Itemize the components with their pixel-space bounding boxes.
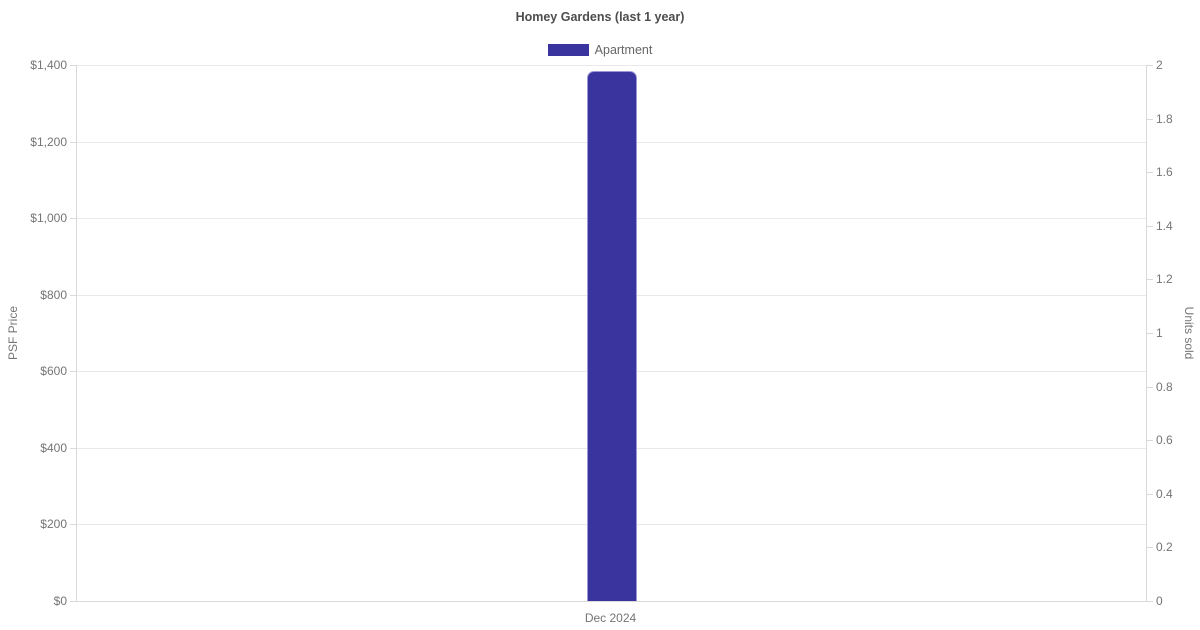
y-axis-right-tick <box>1147 333 1153 334</box>
y-axis-left-tick-label: $400 <box>40 440 67 455</box>
y-axis-right-tick <box>1147 118 1153 120</box>
y-axis-left-tick <box>70 65 76 66</box>
y-axis-right-tick-label: 0 <box>1156 594 1163 608</box>
y-axis-left-tick-label: $1,400 <box>30 58 67 72</box>
y-axis-right-tick-label: 1.4 <box>1156 218 1173 233</box>
y-axis-left-tick <box>70 218 76 220</box>
y-axis-right-tick <box>1147 547 1153 549</box>
y-axis-right-tick <box>1147 440 1153 442</box>
y-axis-right-tick <box>1147 65 1153 66</box>
y-axis-right-tick-label: 1.8 <box>1156 111 1173 126</box>
y-axis-title-left: PSF Price <box>6 305 20 361</box>
bar-apartment-dec-2024 <box>586 70 637 601</box>
y-axis-left-tick-label: $800 <box>40 287 67 302</box>
y-axis-left-tick-label: $0 <box>53 594 67 608</box>
gridline <box>77 65 1146 66</box>
y-axis-right-tick-label: 1.6 <box>1156 165 1173 180</box>
y-axis-left-tick-label: $200 <box>40 517 67 532</box>
y-axis-left-tick <box>70 447 76 449</box>
y-axis-right-tick <box>1147 601 1153 602</box>
y-axis-right-tick <box>1147 493 1153 495</box>
y-axis-right-tick-label: 2 <box>1156 58 1163 72</box>
y-axis-right-tick-label: 0.8 <box>1156 379 1173 394</box>
chart-title: Homey Gardens (last 1 year) <box>515 10 685 24</box>
y-axis-title-right: Units sold <box>1182 306 1196 360</box>
x-axis-label: Dec 2024 <box>584 611 637 625</box>
y-axis-left-tick-label: $1,200 <box>30 134 67 149</box>
legend-item-apartment[interactable]: Apartment <box>547 43 653 57</box>
y-axis-left-tick-label: $1,000 <box>30 211 67 226</box>
y-axis-right-tick <box>1147 386 1153 388</box>
y-axis-right-tick <box>1147 225 1153 227</box>
plot-area: $0 $200 $400 $600 $800 $1,000 $1,200 $1,400 0 0.2… <box>30 58 1172 608</box>
y-axis-right-tick-label: 0.2 <box>1156 540 1173 555</box>
y-axis-left-tick <box>70 601 76 602</box>
y-axis-left-tick <box>70 294 76 296</box>
y-axis-left-tick <box>70 371 76 373</box>
legend-swatch <box>547 44 589 56</box>
y-axis-right-tick-label: 1 <box>1156 326 1163 340</box>
y-axis-left-tick <box>70 141 76 143</box>
legend-label: Apartment <box>594 43 653 57</box>
y-axis-right-tick-label: 1.2 <box>1156 272 1173 287</box>
y-axis-right-tick <box>1147 172 1153 174</box>
y-axis-left-tick-label: $600 <box>40 364 67 379</box>
y-axis-right-tick <box>1147 279 1153 281</box>
y-axis-right-tick-label: 0.4 <box>1156 486 1173 501</box>
y-axis-right-tick-label: 0.6 <box>1156 433 1173 448</box>
y-axis-left-tick <box>70 524 76 526</box>
legend: Apartment <box>0 43 1200 57</box>
